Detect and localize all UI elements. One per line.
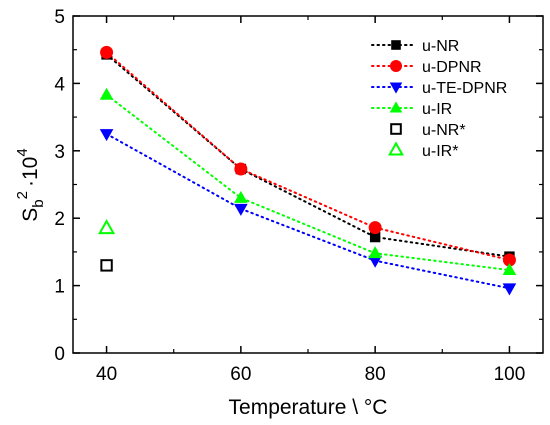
data-point-u-DPNR	[100, 45, 114, 59]
svg-text:Sb2·104: Sb2 ·104	[14, 148, 47, 221]
legend-marker-u-IR	[389, 101, 403, 113]
data-point-u-IR	[234, 190, 248, 203]
y-axis-title-suffix: ·10	[19, 157, 42, 187]
x-tick-label: 80	[365, 364, 386, 385]
series-line-u-DPNR	[105, 51, 511, 261]
legend-label-u-DPNR: u-DPNR	[422, 59, 482, 76]
data-point-u-NR	[369, 231, 381, 243]
data-point-u-DPNR	[234, 162, 248, 176]
data-point-u-IR	[502, 262, 517, 275]
data-point-u-TE-DPNR	[368, 255, 382, 268]
y-axis-title: Sb2 ·104	[14, 148, 47, 221]
legend-label-u-TE-DPNR: u-TE-DPNR	[422, 80, 507, 97]
data-point-u-TE-DPNR	[234, 203, 248, 216]
legend: u-NR u-DPNR u-TE-DPNR u-IR u-NR* u-IR*	[371, 38, 507, 160]
x-axis-title: Temperature \ °C	[229, 396, 388, 419]
legend-marker-u-NR*	[390, 123, 402, 135]
legend-marker-u-DPNR	[390, 60, 402, 72]
data-point-u-IR*	[98, 219, 116, 235]
legend-marker-u-NR	[391, 40, 401, 50]
y-axis-title-suffix-sup: 4	[14, 148, 31, 156]
y-tick-label: 4	[54, 74, 65, 95]
y-axis-title-base: S	[19, 208, 42, 222]
x-tick-label: 40	[96, 364, 117, 385]
y-tick-label: 5	[54, 7, 65, 28]
axes: 40 60 80 100 0 1 2 3 4 5	[54, 7, 543, 385]
y-tick-label: 1	[54, 277, 65, 298]
x-tick-label: 60	[230, 364, 251, 385]
y-axis-title-sub: b	[30, 199, 47, 207]
series-markers	[98, 45, 517, 296]
y-tick-label: 3	[54, 142, 65, 163]
data-point-u-DPNR	[368, 221, 382, 235]
y-tick-label: 2	[54, 209, 65, 230]
data-point-u-TE-DPNR	[99, 129, 114, 142]
data-point-u-DPNR	[502, 253, 516, 267]
data-point-u-IR	[99, 87, 114, 100]
legend-marker-u-TE-DPNR	[389, 82, 403, 94]
series-line-u-TE-DPNR	[105, 132, 511, 290]
data-point-u-TE-DPNR	[502, 283, 517, 296]
y-tick-label: 0	[54, 344, 65, 365]
data-point-u-IR	[368, 246, 382, 259]
series-line-u-IR	[105, 93, 511, 272]
series-lines	[105, 51, 511, 290]
legend-label-u-NR*: u-NR*	[422, 122, 466, 139]
data-point-u-NR*	[100, 259, 113, 272]
x-tick-label: 100	[494, 364, 526, 385]
y-axis-title-sup: 2	[14, 191, 31, 199]
legend-label-u-NR: u-NR	[422, 38, 459, 55]
legend-label-u-IR*: u-IR*	[422, 143, 458, 160]
legend-marker-u-IR*	[387, 141, 405, 156]
legend-label-u-IR: u-IR	[422, 101, 452, 118]
